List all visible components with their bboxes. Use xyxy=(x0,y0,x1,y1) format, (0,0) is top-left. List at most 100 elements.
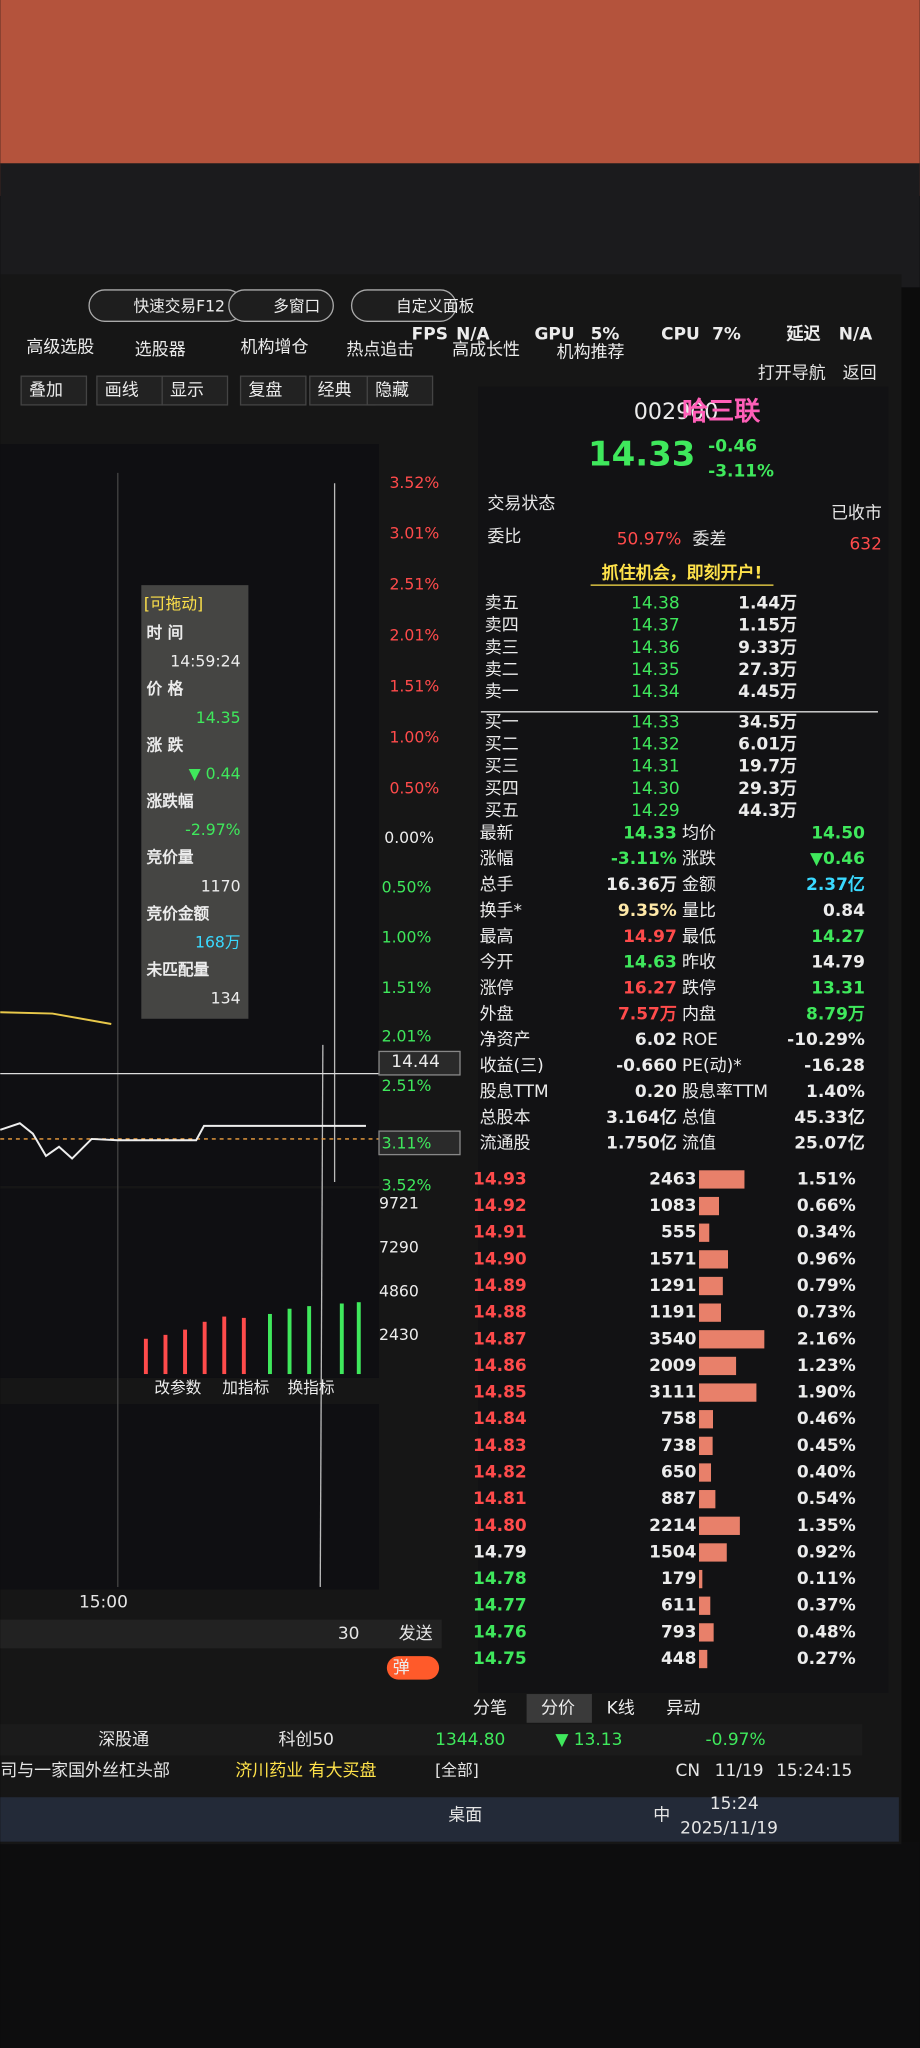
dist-pct: 0.46% xyxy=(797,1409,856,1429)
chart-tool-label[interactable]: 显示 xyxy=(170,381,204,401)
dist-bar xyxy=(699,1250,729,1269)
menu-item[interactable]: 高级选股 xyxy=(26,337,94,357)
dist-volume: 448 xyxy=(661,1649,696,1669)
cursor-price-box xyxy=(378,1050,461,1076)
volume-bars xyxy=(268,1302,361,1375)
popup-toggle[interactable] xyxy=(386,1656,440,1680)
tab[interactable]: 分笔 xyxy=(473,1698,507,1718)
chart-tool[interactable] xyxy=(366,375,434,406)
tab[interactable]: 异动 xyxy=(666,1698,700,1718)
index-pct: -0.97% xyxy=(706,1730,766,1750)
volume-chart xyxy=(0,1188,380,1378)
date: 11/19 xyxy=(715,1761,764,1781)
stat-value: 9.35% xyxy=(618,901,677,921)
axis-label: 1.51% xyxy=(389,677,439,696)
stat-label: 股息率TTM xyxy=(682,1082,768,1102)
stat-label: 总值 xyxy=(682,1108,716,1128)
stat-value: -3.11% xyxy=(611,849,677,869)
stat-value: 8.79万 xyxy=(806,1004,865,1024)
diff-label: 委差 xyxy=(692,529,726,549)
alert[interactable]: 济川药业 有大买盘 xyxy=(235,1761,376,1781)
stat-label: 总手 xyxy=(480,875,514,895)
chart-tool-label[interactable]: 叠加 xyxy=(29,381,63,401)
bezel-bottom xyxy=(0,1841,920,2048)
indicator-button[interactable]: 换指标 xyxy=(288,1378,335,1397)
order-label: 卖一 xyxy=(485,682,519,702)
dist-bar xyxy=(699,1569,703,1589)
ime: 中 xyxy=(653,1806,670,1826)
avg-price-line xyxy=(0,1011,112,1025)
order-price: 14.29 xyxy=(631,801,680,821)
axis-label: 3.01% xyxy=(389,524,439,543)
chart-tool[interactable] xyxy=(239,375,307,406)
indicator-button[interactable]: 加指标 xyxy=(222,1378,269,1397)
order-volume: 29.3万 xyxy=(738,779,797,799)
status-text: GPU xyxy=(534,324,574,344)
banner[interactable]: 抓住机会，即刻开户! xyxy=(602,562,762,583)
dist-volume: 3111 xyxy=(649,1383,696,1403)
input-bar[interactable] xyxy=(0,1619,442,1649)
chart-tool[interactable] xyxy=(309,375,376,406)
menu-item[interactable]: 热点追击 xyxy=(346,340,414,360)
index-bar xyxy=(0,1724,863,1756)
toolbar-button[interactable] xyxy=(228,289,334,322)
stat-label: 内盘 xyxy=(682,1004,716,1024)
menu-item[interactable]: 选股器 xyxy=(135,340,186,360)
toolbar-button-label[interactable]: 自定义面板 xyxy=(396,296,475,315)
dist-price: 14.80 xyxy=(473,1516,527,1536)
chart-tool[interactable] xyxy=(20,375,88,406)
popup-label[interactable]: 弹 xyxy=(393,1658,410,1678)
dist-pct: 0.54% xyxy=(797,1489,856,1509)
back[interactable]: 返回 xyxy=(843,364,877,384)
dist-bar xyxy=(699,1410,714,1429)
order-price: 14.36 xyxy=(631,638,680,658)
status: 已收市 xyxy=(831,503,882,523)
filter[interactable]: [全部] xyxy=(435,1761,479,1780)
dist-bar xyxy=(699,1649,708,1669)
chart-tool-label[interactable]: 经典 xyxy=(318,381,352,401)
order-price: 14.37 xyxy=(631,616,680,636)
menu-item[interactable]: 机构推荐 xyxy=(557,343,625,363)
dist-price: 14.82 xyxy=(473,1463,527,1483)
status-text: 延迟 xyxy=(786,323,821,344)
stat-label: 净资产 xyxy=(480,1030,531,1050)
news[interactable]: 司与一家国外丝杠头部 xyxy=(0,1761,170,1781)
chart-tool-label[interactable]: 隐藏 xyxy=(375,381,409,401)
dist-pct: 0.92% xyxy=(797,1542,856,1562)
order-volume: 27.3万 xyxy=(738,660,797,680)
order-price: 14.33 xyxy=(631,712,680,732)
chart-tool[interactable] xyxy=(161,375,229,406)
menu-item[interactable]: 机构增仓 xyxy=(241,337,309,357)
dist-pct: 0.40% xyxy=(797,1463,856,1483)
axis-label: 2.01% xyxy=(382,1027,432,1046)
status-text: N/A xyxy=(456,324,490,344)
desktop[interactable]: 桌面 xyxy=(448,1806,482,1826)
axis-label: 3.52% xyxy=(382,1175,432,1194)
stock-name: 哈三联 xyxy=(682,397,761,427)
tab[interactable]: K线 xyxy=(607,1698,635,1718)
menu-item[interactable]: 高成长性 xyxy=(452,340,520,360)
tab[interactable]: 分价 xyxy=(541,1698,575,1718)
axis-label: 3.11% xyxy=(382,1134,432,1153)
chart-tool-label[interactable]: 画线 xyxy=(105,381,139,401)
stat-value: 6.02 xyxy=(635,1030,677,1050)
order-label: 卖四 xyxy=(485,616,519,636)
nav[interactable]: 打开导航 xyxy=(758,364,826,384)
dist-volume: 2009 xyxy=(649,1356,696,1376)
toolbar-button[interactable] xyxy=(350,289,457,322)
dist-volume: 179 xyxy=(661,1569,696,1589)
toolbar-button-label[interactable]: 多窗口 xyxy=(273,296,320,315)
dist-volume: 3540 xyxy=(649,1329,696,1349)
cursor-price: 14.44 xyxy=(391,1052,440,1072)
dist-bar xyxy=(699,1543,727,1562)
order-price: 14.31 xyxy=(631,757,680,777)
stat-value: 45.33亿 xyxy=(794,1107,865,1128)
indicator-button[interactable]: 改参数 xyxy=(154,1378,201,1397)
toolbar-button-label[interactable]: 快速交易F12 xyxy=(133,296,225,315)
tooltip-label: 时 间 xyxy=(147,623,184,642)
dist-price: 14.88 xyxy=(473,1303,527,1323)
dist-volume: 611 xyxy=(661,1596,696,1616)
stat-label: 今开 xyxy=(480,953,514,973)
send-button[interactable]: 发送 xyxy=(399,1624,433,1644)
chart-tool-label[interactable]: 复盘 xyxy=(248,381,282,401)
